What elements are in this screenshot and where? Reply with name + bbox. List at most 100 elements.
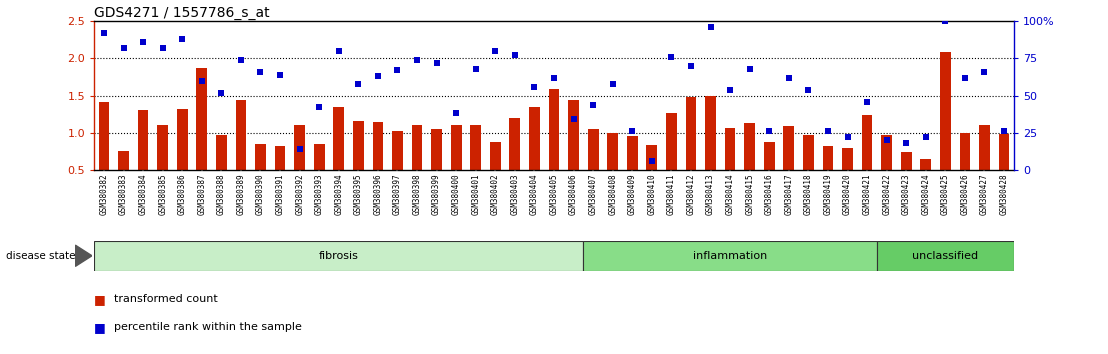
Point (173, 36, 191, 42)
Bar (881, 135, 892, 170)
Point (271, 72, 289, 78)
Bar (627, 136, 637, 170)
Point (565, 116, 583, 122)
Text: GSM380417: GSM380417 (784, 173, 793, 215)
Text: GSM380385: GSM380385 (158, 173, 167, 215)
Bar (803, 135, 813, 170)
Bar (725, 127, 736, 170)
Point (721, 87, 739, 92)
Text: GSM380416: GSM380416 (765, 173, 773, 215)
Bar (334, 108, 345, 170)
Bar (745, 123, 755, 170)
Point (232, 57, 249, 63)
Bar (157, 125, 168, 170)
Point (428, 60, 445, 66)
Point (369, 73, 387, 79)
Point (506, 53, 524, 58)
Bar (646, 145, 657, 170)
Bar (119, 152, 129, 170)
Bar (275, 146, 286, 170)
Text: GSM380409: GSM380409 (628, 173, 637, 215)
Text: GSM380384: GSM380384 (138, 173, 147, 215)
Text: GSM380399: GSM380399 (432, 173, 441, 215)
Text: unclassified: unclassified (912, 251, 978, 261)
Point (408, 57, 425, 63)
Text: transformed count: transformed count (114, 294, 218, 304)
Text: GSM380391: GSM380391 (276, 173, 285, 215)
Bar (137, 110, 148, 170)
Text: GSM380415: GSM380415 (746, 173, 755, 215)
Bar (196, 68, 207, 170)
Text: GSM380387: GSM380387 (197, 173, 206, 215)
Bar (998, 134, 1009, 170)
Point (154, 45, 172, 51)
Text: GSM380390: GSM380390 (256, 173, 265, 215)
Text: GSM380421: GSM380421 (862, 173, 872, 215)
Bar (607, 133, 618, 170)
Bar (783, 126, 794, 170)
Text: GSM380427: GSM380427 (979, 173, 989, 215)
Point (897, 140, 915, 146)
Point (780, 75, 798, 81)
Text: GSM380423: GSM380423 (902, 173, 911, 215)
Point (252, 69, 269, 75)
Text: GSM380406: GSM380406 (570, 173, 578, 215)
Bar (353, 121, 363, 170)
Bar (587, 129, 598, 170)
Bar (295, 125, 305, 170)
Point (466, 66, 484, 72)
Text: GSM380404: GSM380404 (530, 173, 538, 215)
Bar (412, 125, 422, 170)
Point (389, 68, 407, 73)
Text: GSM380426: GSM380426 (961, 173, 970, 215)
Text: GSM380410: GSM380410 (647, 173, 656, 215)
Text: GSM380422: GSM380422 (882, 173, 891, 215)
Text: GSM380388: GSM380388 (217, 173, 226, 215)
Bar (314, 144, 325, 170)
Point (760, 129, 778, 134)
Bar (876, 241, 1014, 271)
Point (330, 48, 348, 54)
Bar (960, 133, 971, 170)
Text: inflammation: inflammation (692, 251, 767, 261)
Text: GSM380398: GSM380398 (412, 173, 421, 215)
Text: GSM380408: GSM380408 (608, 173, 617, 215)
Bar (529, 107, 540, 170)
Point (741, 66, 759, 72)
Point (486, 48, 504, 54)
Bar (236, 100, 246, 170)
Point (663, 54, 680, 60)
Text: fibrosis: fibrosis (319, 251, 359, 261)
Text: GSM380401: GSM380401 (471, 173, 480, 215)
Bar (372, 122, 383, 170)
Point (213, 90, 230, 96)
Bar (451, 125, 462, 170)
Text: GSM380420: GSM380420 (843, 173, 852, 215)
Text: GSM380393: GSM380393 (315, 173, 324, 215)
Bar (548, 89, 560, 170)
Bar (921, 159, 931, 170)
Text: GSM380395: GSM380395 (353, 173, 362, 215)
Text: GSM380414: GSM380414 (726, 173, 735, 215)
Bar (666, 113, 677, 170)
Point (545, 75, 563, 81)
Point (936, 18, 954, 24)
Bar (99, 102, 110, 170)
Point (310, 105, 328, 110)
Bar (471, 125, 481, 170)
Text: GSM380383: GSM380383 (119, 173, 129, 215)
Point (134, 39, 152, 45)
Text: GSM380392: GSM380392 (295, 173, 304, 215)
Text: GSM380418: GSM380418 (804, 173, 813, 215)
Bar (490, 142, 501, 170)
Text: GSM380386: GSM380386 (177, 173, 187, 215)
Text: GSM380394: GSM380394 (335, 173, 343, 215)
Bar (979, 125, 989, 170)
Bar (583, 241, 876, 271)
Text: GDS4271 / 1557786_s_at: GDS4271 / 1557786_s_at (94, 6, 270, 20)
Bar (862, 115, 872, 170)
Point (604, 81, 622, 86)
Text: ■: ■ (94, 321, 106, 334)
Text: GSM380397: GSM380397 (393, 173, 402, 215)
Bar (94, 241, 583, 271)
